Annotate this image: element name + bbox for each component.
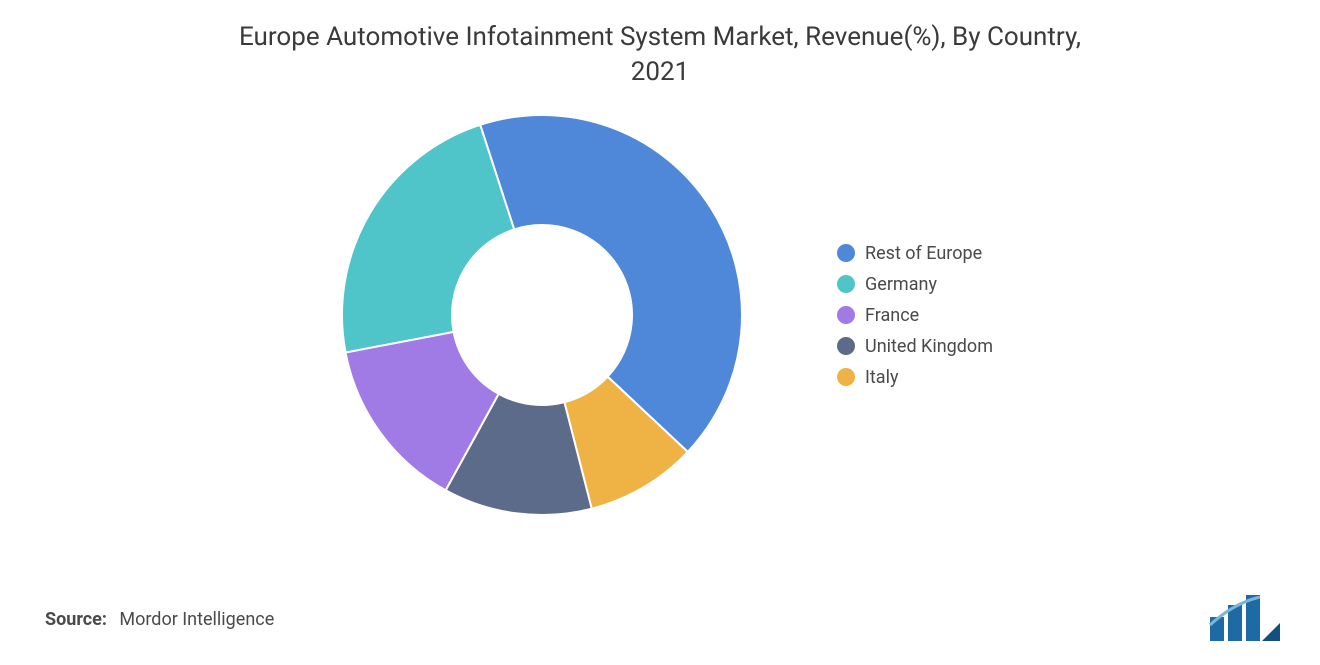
donut-svg — [327, 100, 757, 530]
chart-container: Europe Automotive Infotainment System Ma… — [0, 0, 1320, 665]
legend-swatch — [837, 306, 855, 324]
legend-item: Germany — [837, 274, 993, 295]
legend-label: Italy — [865, 367, 898, 388]
brand-logo — [1208, 595, 1280, 643]
legend-label: Germany — [865, 274, 937, 295]
legend-swatch — [837, 275, 855, 293]
legend-item: France — [837, 305, 993, 326]
legend-label: Rest of Europe — [865, 243, 982, 264]
legend-swatch — [837, 368, 855, 386]
source-attribution: Source: Mordor Intelligence — [45, 609, 274, 630]
legend-item: United Kingdom — [837, 336, 993, 357]
legend-item: Rest of Europe — [837, 243, 993, 264]
brand-logo-svg — [1208, 595, 1280, 643]
chart-title: Europe Automotive Infotainment System Ma… — [110, 20, 1210, 90]
donut-slice — [342, 125, 514, 353]
legend-swatch — [837, 244, 855, 262]
legend-item: Italy — [837, 367, 993, 388]
source-label: Source: — [45, 609, 107, 630]
chart-title-line2: 2021 — [631, 57, 689, 87]
donut-chart — [327, 100, 757, 530]
legend: Rest of Europe Germany France United Kingdo… — [837, 243, 993, 388]
source-value: Mordor Intelligence — [119, 609, 274, 630]
legend-swatch — [837, 337, 855, 355]
legend-label: France — [865, 305, 919, 326]
legend-label: United Kingdom — [865, 336, 993, 357]
chart-title-line1: Europe Automotive Infotainment System Ma… — [239, 22, 1081, 52]
chart-body: Rest of Europe Germany France United Kingdo… — [40, 100, 1280, 530]
